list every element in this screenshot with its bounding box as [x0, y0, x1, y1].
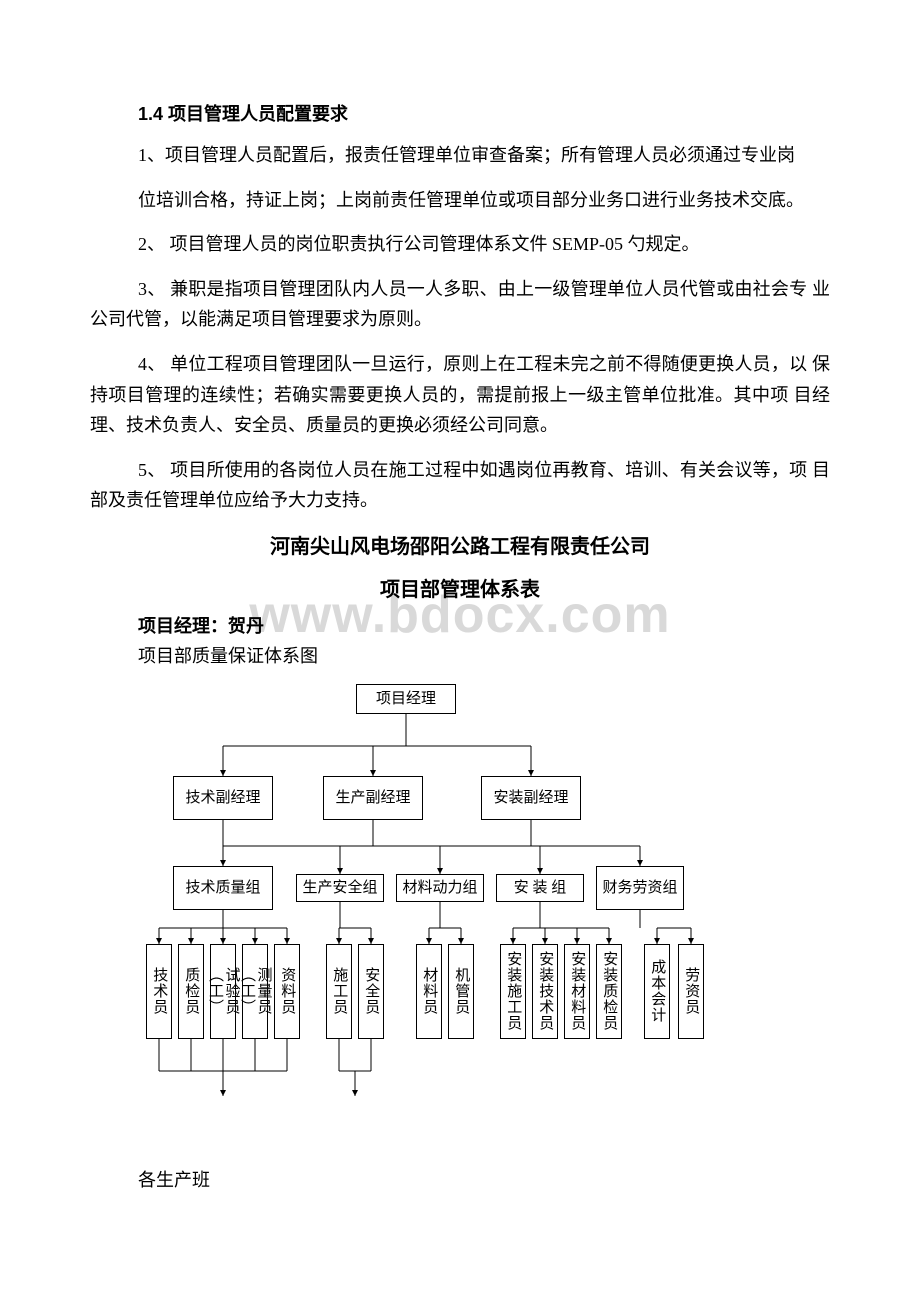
chart-leaf-10: 安装技术员	[532, 944, 558, 1039]
table-title: 项目部管理体系表	[90, 573, 830, 602]
company-title: 河南尖山风电场邵阳公路工程有限责任公司	[90, 530, 830, 559]
chart-leaf-11: 安装材料员	[564, 944, 590, 1039]
chart-node-g1: 技术质量组	[173, 866, 273, 910]
chart-leaf-6: 安全员	[358, 944, 384, 1039]
chart-leaf-14: 劳资员	[678, 944, 704, 1039]
chart-leaf-2: 试验员（工）	[210, 944, 236, 1039]
chart-leaf-0: 技术员	[146, 944, 172, 1039]
footer-text: 各生产班	[138, 1166, 830, 1192]
paragraph-1b: 位培训合格，持证上岗；上岗前责任管理单位或项目部分业务口进行业务技术交底。	[90, 185, 830, 216]
section-heading: 1.4 项目管理人员配置要求	[138, 100, 830, 126]
chart-leaf-9: 安装施工员	[500, 944, 526, 1039]
paragraph-2: 2、 项目管理人员的岗位职责执行公司管理体系文件 SEMP-05 勺规定。	[90, 229, 830, 260]
chart-node-top: 项目经理	[356, 684, 456, 714]
chart-leaf-1: 质检员	[178, 944, 204, 1039]
chart-leaf-5: 施工员	[326, 944, 352, 1039]
chart-leaf-4: 资料员	[274, 944, 300, 1039]
paragraph-5: 5、 项目所使用的各岗位人员在施工过程中如遇岗位再教育、培训、有关会议等，项 目…	[90, 455, 830, 516]
pm-label: 项目经理：贺丹	[138, 612, 830, 638]
chart-leaf-12: 安装质检员	[596, 944, 622, 1039]
org-chart: 项目经理技术副经理 生产副经理 安装副经理技术质量组生产安全组材料动力组安 装 组财…	[138, 676, 783, 1126]
chart-node-m3: 安装副经理	[481, 776, 581, 820]
chart-node-m2: 生产副经理	[323, 776, 423, 820]
paragraph-4: 4、 单位工程项目管理团队一旦运行，原则上在工程未完之前不得随便更换人员，以 保…	[90, 349, 830, 441]
chart-node-g4: 安 装 组	[496, 874, 584, 902]
chart-leaf-13: 成本会计	[644, 944, 670, 1039]
chart-leaf-7: 材料员	[416, 944, 442, 1039]
paragraph-1a: 1、项目管理人员配置后，报责任管理单位审查备案；所有管理人员必须通过专业岗	[90, 140, 830, 171]
chart-node-g2: 生产安全组	[296, 874, 384, 902]
chart-caption: 项目部质量保证体系图	[138, 642, 830, 668]
chart-leaf-8: 机管员	[448, 944, 474, 1039]
chart-node-g5: 财务劳资组	[596, 866, 684, 910]
chart-leaf-3: 测量员（工）	[242, 944, 268, 1039]
chart-node-g3: 材料动力组	[396, 874, 484, 902]
paragraph-3: 3、 兼职是指项目管理团队内人员一人多职、由上一级管理单位人员代管或由社会专 业…	[90, 274, 830, 335]
chart-node-m1: 技术副经理	[173, 776, 273, 820]
